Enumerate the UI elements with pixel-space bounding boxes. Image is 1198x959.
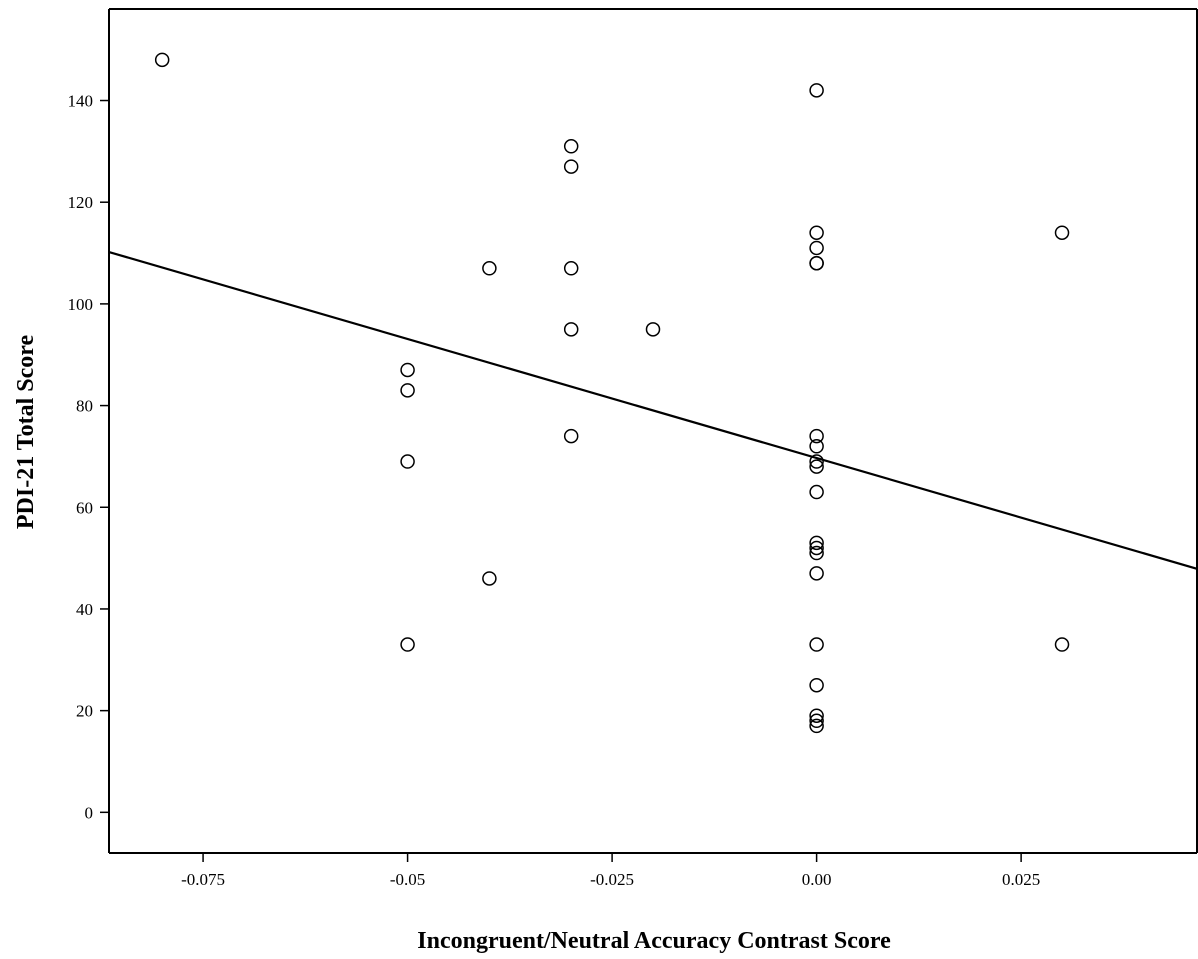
data-point: [809, 535, 824, 551]
data-point: [563, 159, 579, 174]
y-tick-label: 100: [68, 295, 94, 314]
data-point: [809, 459, 824, 474]
plot-frame: [108, 8, 1198, 854]
y-tick-label: 80: [76, 397, 93, 416]
x-tick-label: -0.075: [181, 870, 225, 889]
data-point: [809, 545, 824, 561]
y-tick-label: 140: [68, 92, 94, 111]
x-axis-title: Incongruent/Neutral Accuracy Contrast Sc…: [417, 928, 891, 954]
data-point: [809, 484, 824, 500]
data-point: [645, 322, 661, 337]
data-point: [809, 454, 824, 469]
y-tick-label: 0: [85, 803, 94, 822]
data-point: [563, 322, 579, 337]
data-point: [809, 566, 824, 581]
y-tick-label: 60: [76, 498, 93, 517]
y-tick-label: 20: [76, 702, 93, 721]
x-tick-label: 0.00: [802, 870, 832, 889]
x-tick-label: -0.025: [590, 870, 634, 889]
y-tick-label: 120: [68, 193, 94, 212]
x-tick-label: -0.05: [390, 870, 425, 889]
data-point: [400, 362, 415, 378]
data-point: [563, 428, 579, 444]
data-point: [154, 52, 170, 68]
y-axis-title: PDI-21 Total Score: [13, 335, 39, 530]
data-point: [482, 261, 497, 276]
data-point: [809, 439, 824, 454]
x-axis: -0.075 -0.05 -0.025 0.00 0.025: [181, 853, 1040, 889]
data-point: [809, 713, 824, 729]
data-point: [563, 261, 579, 276]
data-point: [400, 637, 415, 652]
data-point: [809, 708, 824, 723]
data-point: [1054, 225, 1070, 240]
data-point: [809, 255, 824, 271]
data-point: [1054, 637, 1070, 652]
data-point: [809, 718, 824, 734]
data-points: [154, 52, 1070, 734]
data-point: [809, 225, 824, 240]
x-tick-label: 0.025: [1002, 870, 1040, 889]
data-point: [400, 454, 415, 469]
fit-line: [108, 250, 1198, 570]
y-axis: 0 20 40 60 80 100 120 140: [68, 92, 109, 822]
data-point: [809, 428, 824, 444]
data-point: [400, 383, 415, 398]
fit-line-group: [108, 250, 1198, 570]
data-point: [809, 677, 824, 693]
data-point: [563, 139, 579, 154]
data-point: [809, 83, 824, 98]
data-point: [809, 637, 824, 652]
data-point: [809, 240, 824, 256]
data-point: [809, 540, 824, 556]
y-tick-label: 40: [76, 600, 93, 619]
data-point: [482, 571, 497, 586]
